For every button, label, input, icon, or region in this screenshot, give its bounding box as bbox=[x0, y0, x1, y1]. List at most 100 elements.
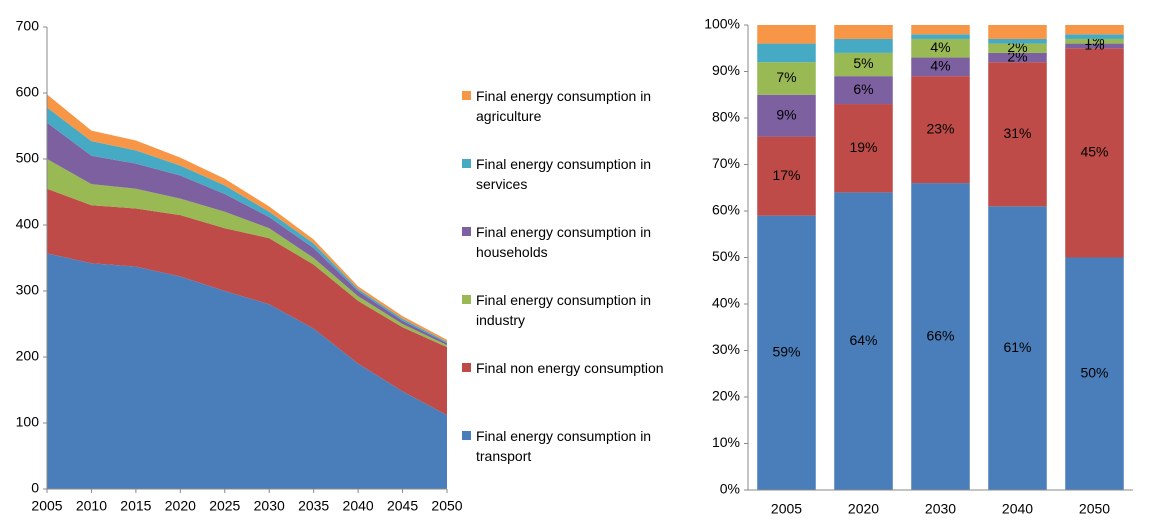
bar-segment bbox=[834, 76, 893, 105]
y-tick-label: 70% bbox=[712, 155, 740, 171]
y-tick-label: 400 bbox=[16, 216, 40, 232]
legend-swatch bbox=[462, 91, 471, 100]
legend-label: Final energy consumption in services bbox=[476, 156, 652, 192]
legend-swatch bbox=[462, 159, 471, 168]
y-tick-label: 700 bbox=[16, 18, 40, 34]
bar-segment bbox=[757, 94, 816, 137]
bar-segment bbox=[1065, 48, 1124, 258]
bar-segment bbox=[757, 136, 816, 216]
bar-segment bbox=[757, 43, 816, 63]
value-label: 17% bbox=[772, 167, 800, 183]
value-label: 64% bbox=[849, 332, 877, 348]
x-tick-label: 2005 bbox=[771, 501, 802, 517]
area bbox=[47, 122, 447, 346]
x-tick-label: 2025 bbox=[209, 498, 240, 514]
value-label: 66% bbox=[926, 327, 954, 343]
bar-segment bbox=[757, 215, 816, 490]
value-label: 50% bbox=[1080, 364, 1108, 380]
bar-segment bbox=[834, 192, 893, 490]
legend-item: Final energy consumption in households bbox=[462, 222, 694, 290]
legend-item: Final energy consumption in industry bbox=[462, 290, 694, 358]
value-label: 31% bbox=[1003, 125, 1031, 141]
legend-label: Final energy consumption in households bbox=[476, 224, 652, 260]
y-tick-label: 0% bbox=[720, 481, 740, 497]
y-tick-label: 300 bbox=[16, 282, 40, 298]
legend-swatch bbox=[462, 295, 471, 304]
bar-segment bbox=[1065, 34, 1124, 39]
legend-label: Final non energy consumption bbox=[476, 360, 664, 376]
area bbox=[47, 159, 447, 348]
y-tick-label: 10% bbox=[712, 434, 740, 450]
bar-segment bbox=[757, 25, 816, 44]
y-tick-label: 40% bbox=[712, 295, 740, 311]
x-tick-label: 2035 bbox=[298, 498, 329, 514]
bar-segment bbox=[988, 52, 1047, 63]
value-label: 6% bbox=[853, 81, 873, 97]
bar-segment bbox=[1065, 257, 1124, 490]
bar-segment bbox=[988, 38, 1047, 44]
legend: Final energy consumption in agriculture F… bbox=[462, 86, 694, 494]
legend-swatch bbox=[462, 227, 471, 236]
x-tick-label: 2045 bbox=[387, 498, 418, 514]
legend-swatch bbox=[462, 363, 471, 372]
bar-segment bbox=[911, 183, 970, 490]
y-tick-label: 50% bbox=[712, 248, 740, 264]
y-tick-label: 0 bbox=[31, 480, 39, 496]
y-tick-label: 100 bbox=[16, 414, 40, 430]
y-tick-label: 500 bbox=[16, 150, 40, 166]
y-tick-label: 60% bbox=[712, 202, 740, 218]
x-tick-label: 2040 bbox=[1002, 501, 1033, 517]
x-tick-label: 2050 bbox=[431, 498, 462, 514]
bar-segment bbox=[911, 57, 970, 77]
area bbox=[47, 188, 447, 416]
value-label: 23% bbox=[926, 120, 954, 136]
bar-segment bbox=[911, 38, 970, 58]
x-tick-label: 2005 bbox=[31, 498, 62, 514]
bar-segment bbox=[1065, 43, 1124, 49]
x-tick-label: 2020 bbox=[848, 501, 879, 517]
bar-segment bbox=[834, 25, 893, 39]
bar-segment bbox=[988, 25, 1047, 39]
x-tick-label: 2010 bbox=[76, 498, 107, 514]
x-tick-label: 2020 bbox=[165, 498, 196, 514]
x-tick-label: 2030 bbox=[254, 498, 285, 514]
y-tick-label: 100% bbox=[704, 16, 740, 32]
bar-segment bbox=[988, 43, 1047, 53]
value-label: 5% bbox=[853, 55, 873, 71]
value-label: 9% bbox=[776, 106, 796, 122]
bar-segment bbox=[988, 62, 1047, 207]
y-tick-label: 90% bbox=[712, 62, 740, 78]
area bbox=[47, 253, 447, 489]
legend-item: Final energy consumption in services bbox=[462, 154, 694, 222]
value-label: 61% bbox=[1003, 339, 1031, 355]
x-tick-label: 2050 bbox=[1079, 501, 1110, 517]
x-tick-label: 2040 bbox=[343, 498, 374, 514]
bar-segment bbox=[1065, 25, 1124, 35]
y-tick-label: 20% bbox=[712, 388, 740, 404]
bar-segment bbox=[911, 34, 970, 39]
y-tick-label: 30% bbox=[712, 341, 740, 357]
legend-label: Final energy consumption in industry bbox=[476, 292, 652, 328]
bar-segment bbox=[834, 38, 893, 53]
value-label: 59% bbox=[772, 344, 800, 360]
value-label: 4% bbox=[930, 39, 950, 55]
bar-segment bbox=[911, 76, 970, 184]
legend-label: Final energy consumption in transport bbox=[476, 428, 652, 464]
bar-segment bbox=[911, 25, 970, 35]
value-label: 7% bbox=[776, 69, 796, 85]
legend-label: Final energy consumption in agriculture bbox=[476, 88, 652, 124]
bar-segment bbox=[834, 104, 893, 193]
bar-segment bbox=[988, 206, 1047, 490]
x-tick-label: 2030 bbox=[925, 501, 956, 517]
x-tick-label: 2015 bbox=[120, 498, 151, 514]
legend-item: Final energy consumption in agriculture bbox=[462, 86, 694, 154]
value-label: 4% bbox=[930, 58, 950, 74]
value-label: 19% bbox=[849, 139, 877, 155]
bar-segment bbox=[834, 52, 893, 77]
value-label: 45% bbox=[1080, 144, 1108, 160]
bar-segment bbox=[757, 62, 816, 95]
bar-segment bbox=[1065, 38, 1124, 44]
legend-item: Final energy consumption in transport bbox=[462, 426, 694, 494]
